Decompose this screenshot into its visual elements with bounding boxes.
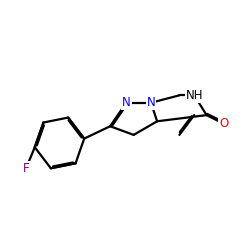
Text: F: F	[23, 162, 30, 175]
Text: N: N	[146, 96, 155, 109]
Text: N: N	[122, 96, 130, 109]
Text: NH: NH	[186, 89, 203, 102]
Text: O: O	[219, 117, 228, 130]
